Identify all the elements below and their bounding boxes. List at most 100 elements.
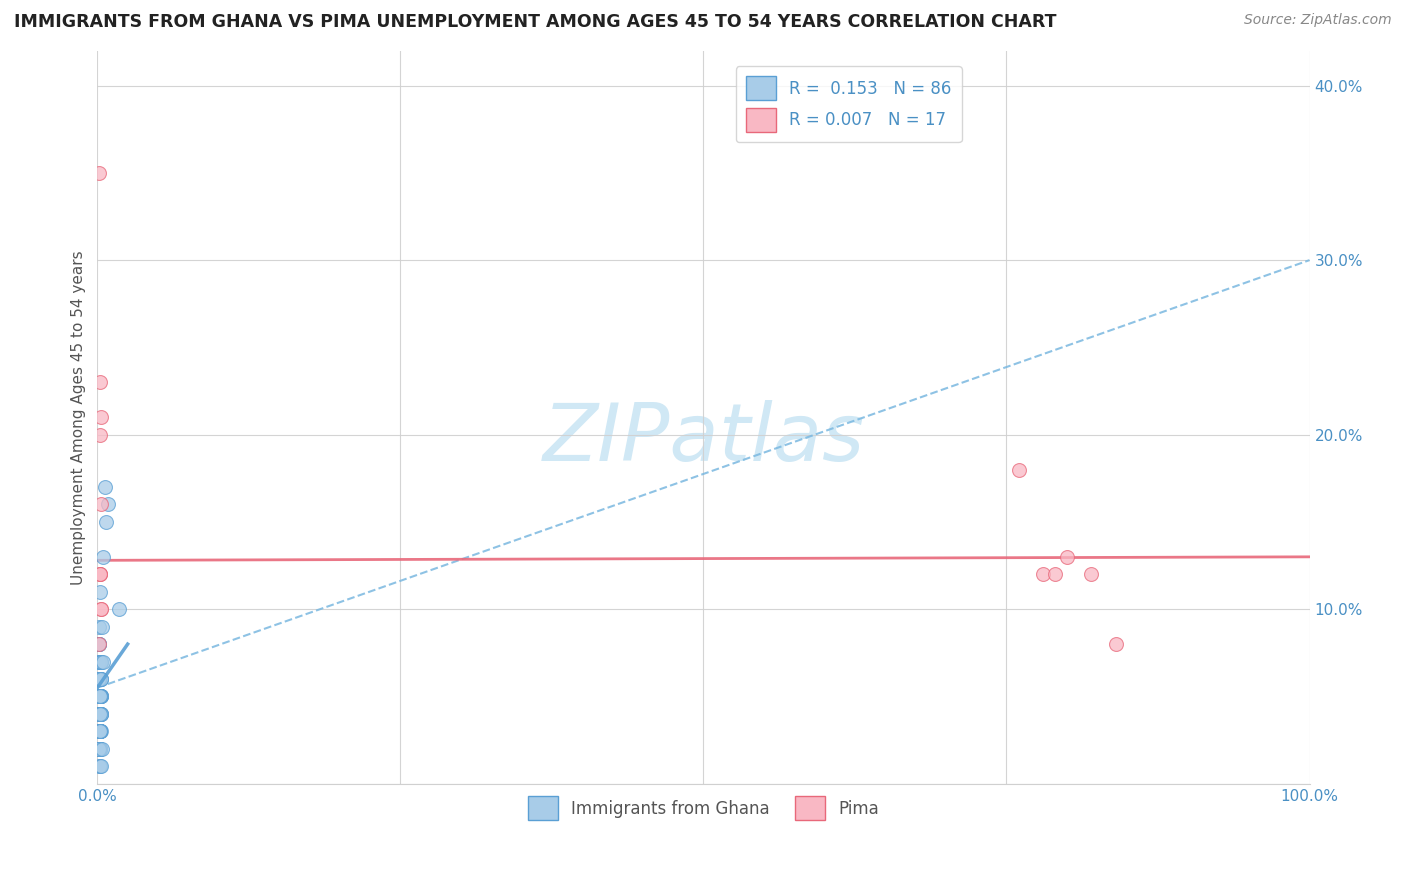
Point [87, 690, 110, 704]
Point [89, 706, 111, 721]
Point [1007, 462, 1029, 476]
Point [89, 724, 111, 739]
Point [87, 672, 110, 686]
Point [87, 637, 110, 651]
Point [87, 672, 110, 686]
Point [87, 672, 110, 686]
Point [90, 672, 112, 686]
Point [90, 690, 112, 704]
Point [89, 672, 111, 686]
Point [89, 741, 111, 756]
Point [87, 724, 110, 739]
Point [87, 724, 110, 739]
Point [90, 498, 112, 512]
Point [90, 690, 112, 704]
Point [87, 655, 110, 669]
Point [89, 567, 111, 582]
Point [89, 741, 111, 756]
Point [90, 672, 112, 686]
Point [90, 706, 112, 721]
Point [90, 602, 112, 616]
Point [89, 741, 111, 756]
Legend: Immigrants from Ghana, Pima: Immigrants from Ghana, Pima [522, 789, 886, 827]
Point [90, 706, 112, 721]
Point [93, 655, 115, 669]
Point [87, 759, 110, 773]
Point [97, 498, 120, 512]
Point [87, 637, 110, 651]
Point [87, 655, 110, 669]
Point [89, 690, 111, 704]
Point [90, 759, 112, 773]
Point [87, 637, 110, 651]
Point [89, 655, 111, 669]
Point [87, 690, 110, 704]
Y-axis label: Unemployment Among Ages 45 to 54 years: Unemployment Among Ages 45 to 54 years [72, 250, 86, 584]
Text: IMMIGRANTS FROM GHANA VS PIMA UNEMPLOYMENT AMONG AGES 45 TO 54 YEARS CORRELATION: IMMIGRANTS FROM GHANA VS PIMA UNEMPLOYME… [14, 13, 1056, 31]
Point [89, 706, 111, 721]
Point [87, 672, 110, 686]
Point [87, 741, 110, 756]
Point [90, 672, 112, 686]
Point [89, 759, 111, 773]
Point [89, 567, 111, 582]
Point [94, 515, 117, 529]
Point [87, 672, 110, 686]
Point [89, 724, 111, 739]
Point [89, 690, 111, 704]
Point [1056, 549, 1078, 564]
Point [1080, 567, 1102, 582]
Point [90, 655, 112, 669]
Text: Source: ZipAtlas.com: Source: ZipAtlas.com [1244, 13, 1392, 28]
Point [90, 724, 112, 739]
Text: ZIPatlas: ZIPatlas [543, 401, 865, 478]
Point [87, 741, 110, 756]
Point [89, 706, 111, 721]
Point [89, 724, 111, 739]
Point [89, 741, 111, 756]
Point [87, 672, 110, 686]
Point [87, 724, 110, 739]
Point [89, 706, 111, 721]
Point [1043, 567, 1066, 582]
Point [90, 602, 112, 616]
Point [90, 410, 112, 425]
Point [89, 567, 111, 582]
Point [89, 741, 111, 756]
Point [89, 690, 111, 704]
Point [87, 741, 110, 756]
Point [87, 166, 110, 180]
Point [90, 690, 112, 704]
Point [87, 724, 110, 739]
Point [89, 584, 111, 599]
Point [89, 724, 111, 739]
Point [89, 724, 111, 739]
Point [87, 620, 110, 634]
Point [87, 637, 110, 651]
Point [87, 741, 110, 756]
Point [91, 741, 114, 756]
Point [90, 690, 112, 704]
Point [91, 620, 114, 634]
Point [87, 706, 110, 721]
Point [89, 724, 111, 739]
Point [90, 706, 112, 721]
Point [87, 741, 110, 756]
Point [89, 427, 111, 442]
Point [87, 741, 110, 756]
Point [89, 724, 111, 739]
Point [87, 637, 110, 651]
Point [89, 655, 111, 669]
Point [87, 690, 110, 704]
Point [87, 706, 110, 721]
Point [90, 655, 112, 669]
Point [1104, 637, 1126, 651]
Point [89, 706, 111, 721]
Point [89, 690, 111, 704]
Point [93, 549, 115, 564]
Point [89, 706, 111, 721]
Point [93, 480, 115, 494]
Point [87, 690, 110, 704]
Point [89, 376, 111, 390]
Point [89, 724, 111, 739]
